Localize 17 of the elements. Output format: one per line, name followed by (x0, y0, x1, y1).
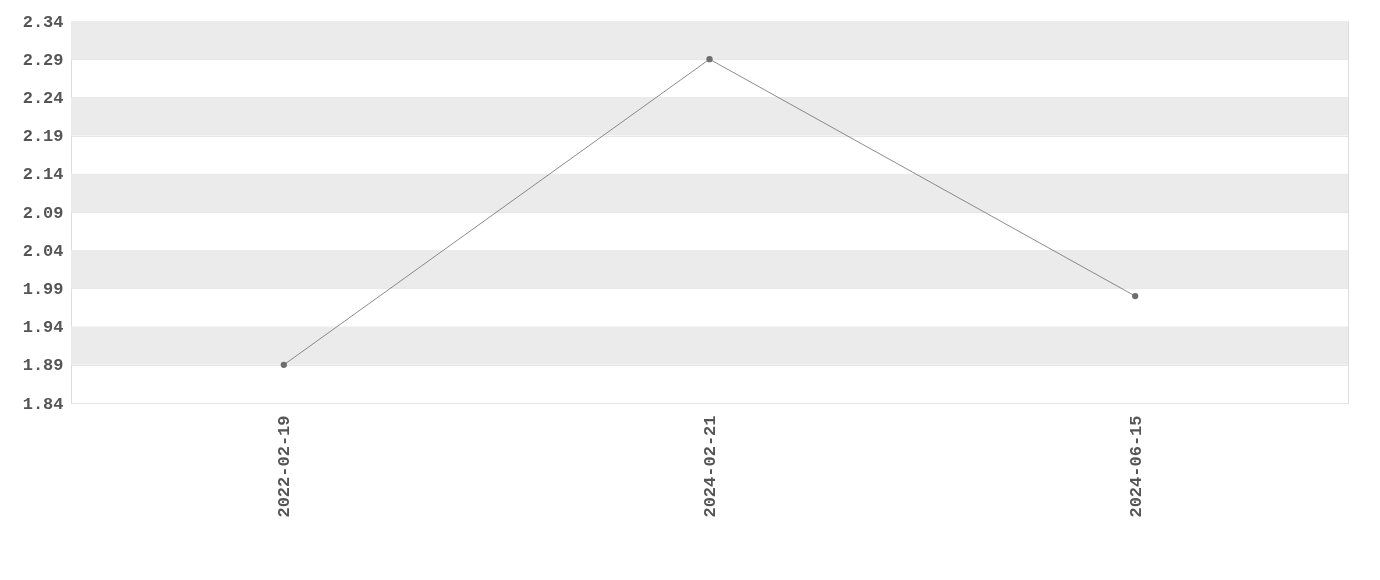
y-tick-label: 2.29 (22, 50, 64, 70)
y-tick-label: 2.34 (22, 12, 64, 32)
y-tick-label: 1.99 (22, 279, 64, 299)
point (280, 361, 287, 368)
y-tick-label: 2.19 (22, 127, 64, 147)
point (706, 56, 713, 63)
y-tick-label: 1.84 (22, 394, 64, 414)
y-tick-label: 2.24 (22, 88, 64, 108)
y-tick-label: 1.89 (22, 356, 64, 376)
y-tick-label: 2.09 (22, 203, 64, 223)
y-tick-label: 2.14 (22, 165, 64, 185)
y-tick-label: 2.04 (22, 241, 64, 261)
x-tick-label: 2024-06-15 (1126, 415, 1146, 518)
x-tick-label: 2024-02-21 (701, 415, 720, 518)
y-tick-label: 1.94 (22, 318, 64, 338)
point (1132, 292, 1139, 300)
x-tick-label: 2022-02-19 (275, 415, 295, 518)
